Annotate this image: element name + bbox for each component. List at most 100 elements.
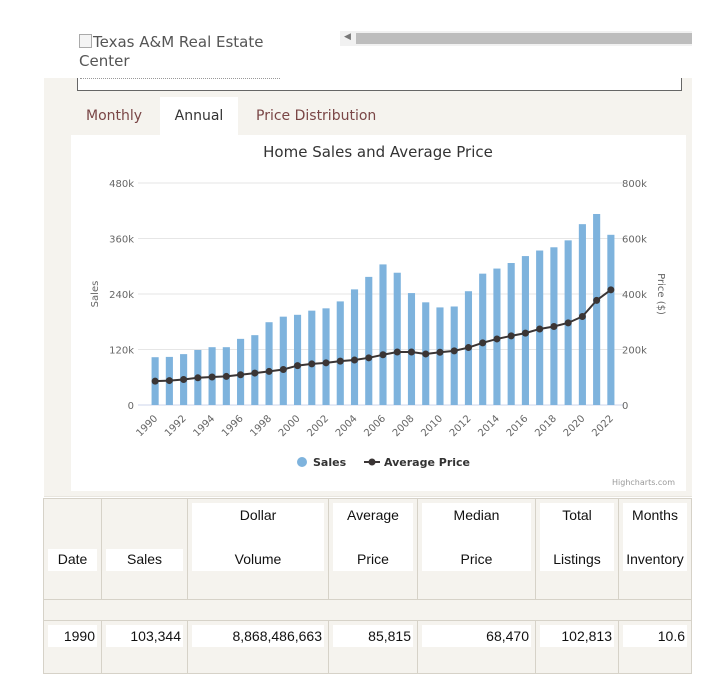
header-listings: Listings <box>553 551 601 567</box>
left-axis-tick-label: 480k <box>109 179 134 190</box>
right-axis-tick-label: 200k <box>622 346 647 357</box>
chart-title: Home Sales and Average Price <box>263 143 493 161</box>
header-volume: Volume <box>234 551 282 567</box>
cell-sales: 103,344 <box>106 625 183 647</box>
texas-am-real-estate-center-logo[interactable]: Texas A&M Real Estate Center <box>79 33 264 70</box>
broken-image-icon <box>79 34 92 48</box>
table-row: 1990 103,344 8,868,486,663 85,815 68,470… <box>43 620 692 674</box>
average-price-point <box>507 332 515 340</box>
right-axis-tick-label: 600k <box>622 235 647 246</box>
table-header-row: Date Sales Dollar Volume Average Price Med… <box>43 498 692 600</box>
clipped-frame <box>77 78 682 91</box>
x-tick-label: 2002 <box>305 413 331 439</box>
average-price-point <box>151 377 159 385</box>
average-price-point <box>322 359 330 367</box>
header-months: Months <box>632 507 678 523</box>
average-price-point <box>351 356 359 364</box>
right-axis-tick-label: 800k <box>622 179 647 190</box>
left-axis-tick-label: 0 <box>128 401 134 412</box>
average-price-point <box>265 367 273 375</box>
x-tick-label: 1992 <box>163 413 189 439</box>
average-price-point <box>593 296 601 304</box>
legend-price-symbol <box>368 458 376 466</box>
average-price-point <box>237 371 245 379</box>
sales-bar <box>479 273 487 405</box>
x-tick-label: 1994 <box>191 413 217 439</box>
chart-svg: Home Sales and Average Price 0 0 120k 200k 24… <box>90 143 675 487</box>
sales-bar <box>607 234 615 405</box>
sales-bar <box>279 316 287 405</box>
x-tick-label: 2012 <box>448 413 474 439</box>
left-axis-tick-label: 360k <box>109 235 134 246</box>
average-price-point <box>550 322 558 330</box>
cell-average-price: 85,815 <box>333 625 413 647</box>
average-price-point <box>165 377 173 385</box>
x-tick-label: 2018 <box>533 413 559 439</box>
sales-bar <box>350 289 359 405</box>
average-price-point <box>279 365 287 373</box>
average-price-point <box>194 374 202 382</box>
x-tick-label: 1990 <box>134 413 160 439</box>
header-median-price: Price <box>460 551 493 567</box>
header-sales: Sales <box>126 551 163 567</box>
tab-price-distribution[interactable]: Price Distribution <box>256 108 377 124</box>
average-price-point <box>393 348 401 356</box>
average-price-point <box>180 375 188 383</box>
right-axis-title: Price ($) <box>655 273 666 315</box>
sales-bar <box>593 213 601 405</box>
left-axis-tick-label: 240k <box>109 290 134 301</box>
stats-table: Date Sales Dollar Volume Average Price Med… <box>43 498 692 674</box>
scrollbar-thumb[interactable] <box>356 33 692 44</box>
average-price-point <box>479 339 487 347</box>
x-tick-label: 1998 <box>248 413 274 439</box>
average-price-point <box>336 357 344 365</box>
average-price-point <box>208 373 216 381</box>
x-tick-label: 2004 <box>334 413 360 439</box>
tab-monthly[interactable]: Monthly <box>86 108 143 124</box>
sales-bar <box>365 276 373 405</box>
legend-sales-label: Sales <box>313 456 347 469</box>
average-price-point <box>436 348 444 356</box>
average-price-point <box>422 350 430 358</box>
average-price-point <box>607 286 615 294</box>
x-tick-label: 2022 <box>590 413 616 439</box>
header-inventory: Inventory <box>626 551 684 567</box>
average-price-point <box>464 344 472 352</box>
horizontal-scrollbar[interactable]: ◀ <box>340 31 692 46</box>
sales-bar <box>265 322 273 405</box>
home-sales-chart: Home Sales and Average Price 0 0 120k 200k 24… <box>71 135 686 491</box>
header-dollar: Dollar <box>239 507 277 523</box>
cell-total-listings: 102,813 <box>540 625 614 647</box>
cell-dollar-volume: 8,868,486,663 <box>192 625 324 647</box>
average-price-point <box>308 360 316 368</box>
x-tick-label: 1996 <box>220 413 246 439</box>
average-price-point <box>493 335 501 343</box>
sales-bar <box>450 306 458 405</box>
sales-bar <box>336 301 344 405</box>
average-price-point <box>450 347 458 355</box>
legend-price-label: Average Price <box>384 456 470 469</box>
tab-annual[interactable]: Annual <box>160 97 238 135</box>
header-average: Average <box>347 507 399 523</box>
header-average-price: Price <box>357 551 389 567</box>
right-axis-tick-label: 0 <box>622 401 628 412</box>
cell-months-inventory: 10.6 <box>623 625 687 647</box>
scroll-left-arrow-icon[interactable]: ◀ <box>344 32 351 42</box>
sales-bar <box>322 308 330 405</box>
x-tick-label: 2008 <box>391 413 417 439</box>
left-axis-title: Sales <box>90 281 101 308</box>
cell-date: 1990 <box>48 625 97 647</box>
x-tick-label: 2014 <box>476 413 502 439</box>
legend-sales-symbol <box>297 457 307 467</box>
average-price-point <box>379 351 387 359</box>
right-axis-tick-label: 400k <box>622 290 647 301</box>
left-axis-tick-label: 120k <box>109 346 134 357</box>
sales-bar <box>436 307 444 405</box>
x-tick-label: 2006 <box>362 413 388 439</box>
x-tick-label: 2010 <box>419 413 445 439</box>
average-price-point <box>407 348 415 356</box>
average-price-point <box>294 362 302 370</box>
highcharts-credit[interactable]: Highcharts.com <box>612 478 675 487</box>
x-tick-label: 2020 <box>562 413 588 439</box>
average-price-point <box>251 369 259 377</box>
